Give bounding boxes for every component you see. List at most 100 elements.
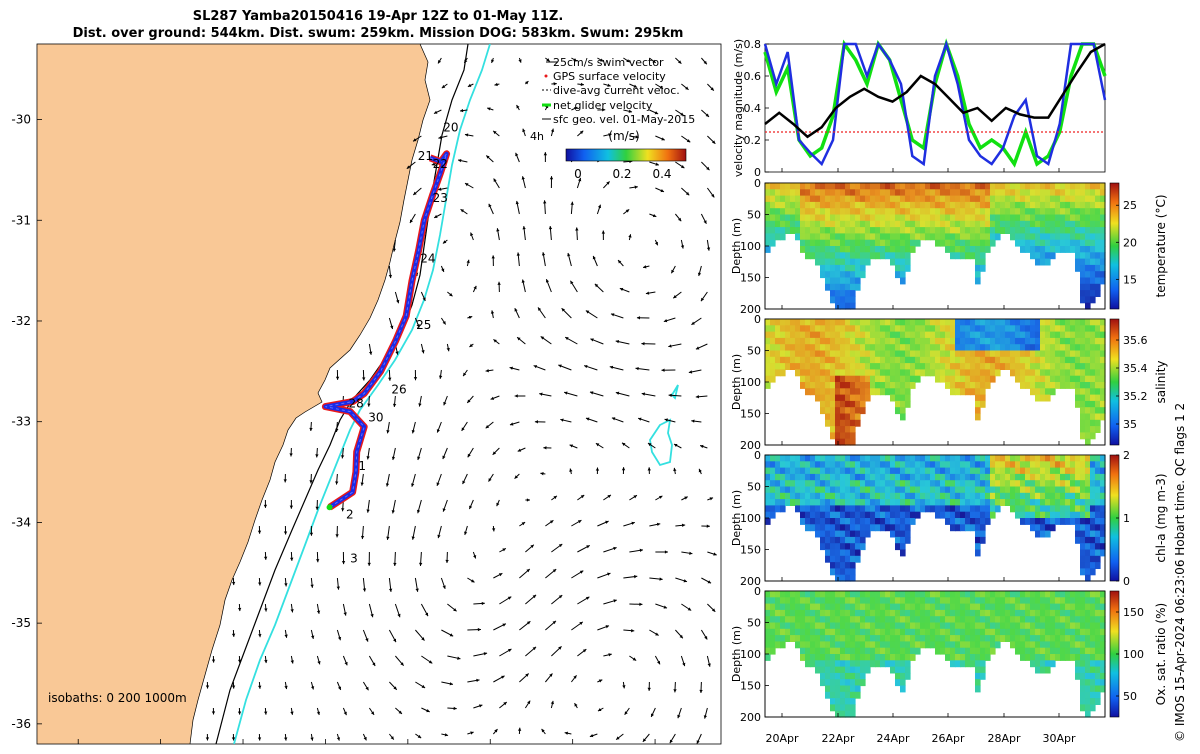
heatmap-cell: [1065, 512, 1071, 519]
heatmap-cell: [1070, 227, 1076, 234]
heatmap-cell: [810, 196, 816, 203]
heatmap-cell: [805, 208, 811, 215]
heatmap-cell: [945, 325, 951, 332]
heatmap-cell: [1055, 196, 1061, 203]
heatmap-cell: [905, 455, 911, 462]
heatmap-cell: [825, 227, 831, 234]
heatmap-cell: [895, 221, 901, 228]
heatmap-cell: [890, 202, 896, 209]
heatmap-cell: [1070, 455, 1076, 462]
heatmap-cell: [995, 455, 1001, 462]
heatmap-cell: [885, 382, 891, 389]
heatmap-cell: [940, 468, 946, 475]
heatmap-cell: [1000, 332, 1006, 339]
heatmap-cell: [935, 233, 941, 240]
heatmap-cell: [835, 401, 841, 408]
heatmap-cell: [845, 325, 851, 332]
heatmap-cell: [1040, 196, 1046, 203]
heatmap-cell: [945, 518, 951, 525]
heatmap-cell: [945, 629, 951, 636]
time-x-tick-label: 26Apr: [931, 732, 965, 745]
heatmap-cell: [860, 667, 866, 674]
heatmap-cell: [870, 357, 876, 364]
heatmap-cell: [950, 480, 956, 487]
heatmap-cell: [940, 629, 946, 636]
heatmap-cell: [1010, 635, 1016, 642]
heatmap-cell: [975, 344, 981, 351]
heatmap-cell: [885, 215, 891, 222]
heatmap-cell: [920, 629, 926, 636]
heatmap-cell: [950, 325, 956, 332]
heatmap-cell: [1055, 246, 1061, 253]
heatmap-cell: [845, 382, 851, 389]
heatmap-cell: [860, 673, 866, 680]
heatmap-cell: [950, 455, 956, 462]
heatmap-cell: [990, 189, 996, 196]
heatmap-cell: [815, 524, 821, 531]
heatmap-cell: [985, 183, 991, 190]
heatmap-cell: [925, 610, 931, 617]
heatmap-cell: [805, 344, 811, 351]
heatmap-cell: [875, 196, 881, 203]
heatmap-cell: [1060, 246, 1066, 253]
heatmap-cell: [1030, 474, 1036, 481]
heatmap-cell: [835, 296, 841, 303]
heatmap-cell: [975, 641, 981, 648]
heatmap-cell: [985, 512, 991, 519]
heatmap-cell: [1085, 679, 1091, 686]
heatmap-cell: [870, 221, 876, 228]
heatmap-cell: [855, 648, 861, 655]
heatmap-cell: [955, 480, 961, 487]
heatmap-cell: [850, 604, 856, 611]
heatmap-cell: [770, 468, 776, 475]
heatmap-cell: [995, 461, 1001, 468]
heatmap-cell: [865, 455, 871, 462]
heatmap-cell: [1080, 698, 1086, 705]
heatmap-cell: [1070, 344, 1076, 351]
day-label: 3: [350, 552, 358, 566]
heatmap-cell: [990, 641, 996, 648]
heatmap-cell: [1090, 420, 1096, 427]
heatmap-cell: [970, 338, 976, 345]
heatmap-cell: [800, 629, 806, 636]
legend-item-gps-velocity: GPS surface velocity: [553, 70, 666, 83]
heatmap-cell: [775, 610, 781, 617]
heatmap-cell: [995, 641, 1001, 648]
heatmap-cell: [905, 635, 911, 642]
heatmap-cell: [1085, 259, 1091, 266]
heatmap-cell: [850, 468, 856, 475]
heatmap-cell: [1025, 505, 1031, 512]
heatmap-cell: [850, 455, 856, 462]
heatmap-cell: [825, 265, 831, 272]
heatmap-cell: [1045, 240, 1051, 247]
heatmap-cell: [880, 189, 886, 196]
heatmap-cell: [1015, 240, 1021, 247]
heatmap-cell: [810, 493, 816, 500]
heatmap-cell: [835, 369, 841, 376]
heatmap-cell: [1045, 480, 1051, 487]
heatmap-cell: [825, 550, 831, 557]
heatmap-cell: [830, 325, 836, 332]
heatmap-cell: [955, 252, 961, 259]
heatmap-cell: [950, 196, 956, 203]
heatmap-cell: [1090, 252, 1096, 259]
heatmap-cell: [915, 610, 921, 617]
heatmap-cell: [1070, 616, 1076, 623]
heatmap-cell: [1090, 240, 1096, 247]
heatmap-cell: [800, 196, 806, 203]
heatmap-cell: [985, 319, 991, 326]
heatmap-cell: [915, 616, 921, 623]
heatmap-cell: [820, 357, 826, 364]
heatmap-cell: [855, 196, 861, 203]
heatmap-cell: [775, 357, 781, 364]
heatmap-cell: [830, 568, 836, 575]
heatmap-cell: [830, 252, 836, 259]
depth-tick-label: 100: [740, 512, 761, 525]
heatmap-cell: [865, 487, 871, 494]
heatmap-cell: [950, 474, 956, 481]
heatmap-cell: [855, 679, 861, 686]
heatmap-cell: [935, 487, 941, 494]
heatmap-cell: [965, 233, 971, 240]
heatmap-cell: [940, 338, 946, 345]
heatmap-cell: [970, 208, 976, 215]
